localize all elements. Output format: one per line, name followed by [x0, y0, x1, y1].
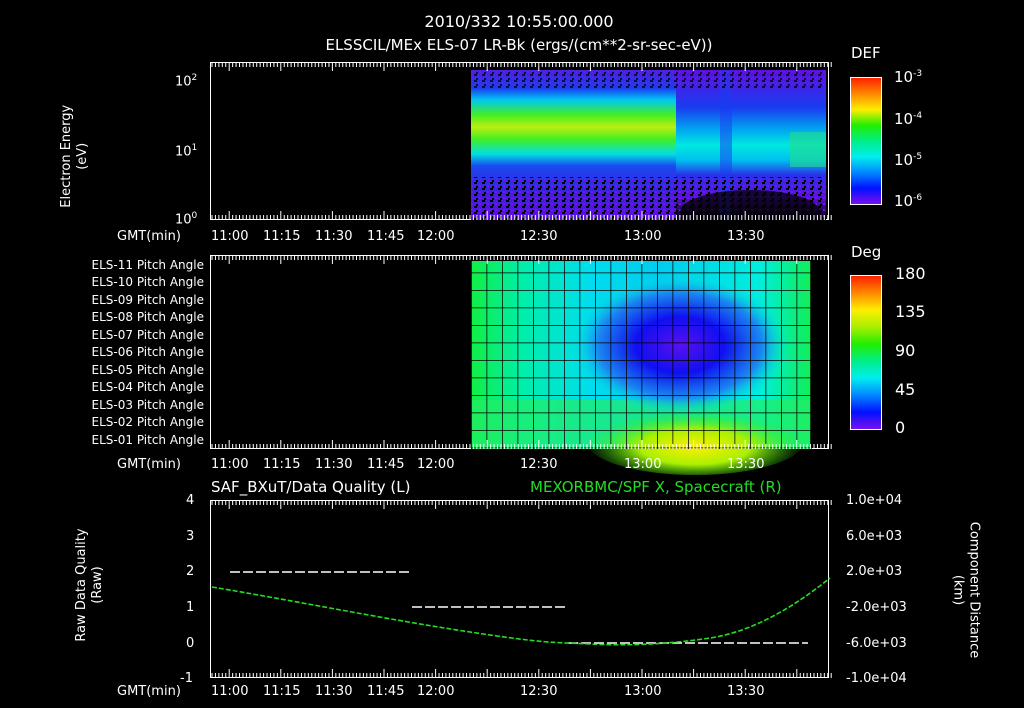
spacecraft-x-line [211, 577, 831, 646]
def-colorbar [850, 77, 882, 205]
dist-ylabel-line1: Component Distance [966, 521, 982, 659]
energy-ylabel-line2: (eV) [75, 142, 90, 170]
pa-label-els11: ELS-11 Pitch Angle [91, 258, 204, 272]
xtick3-1300: 13:00 [624, 684, 662, 699]
xtick2-1200: 12:00 [417, 457, 455, 472]
dist-ytick-1e4: 1.0e+04 [846, 493, 903, 508]
quality-ytick-neg1: -1 [180, 671, 193, 686]
deg-tick-0: 0 [895, 418, 906, 437]
quality-ytick-3: 3 [186, 529, 195, 544]
def-tick-1e-4: 10-4 [894, 110, 923, 128]
pa-label-els04: ELS-04 Pitch Angle [91, 380, 204, 394]
dist-ylabel-right: Component Distance (km) [949, 490, 982, 690]
quality-ytick-0: 0 [186, 636, 195, 651]
xtick2-1145: 11:45 [367, 457, 405, 472]
pa-label-els01: ELS-01 Pitch Angle [91, 433, 204, 447]
energy-ytick-100: 102 [175, 73, 198, 90]
pa-label-els06: ELS-06 Pitch Angle [91, 345, 204, 359]
pitch-angle-plot[interactable] [210, 255, 832, 475]
quality-ytick-1: 1 [186, 600, 195, 615]
energy-spectrogram-plot[interactable] [210, 62, 832, 234]
xtick2-1100: 11:00 [211, 457, 249, 472]
xtick3-1200: 12:00 [417, 684, 455, 699]
xtick3-1100: 11:00 [211, 684, 249, 699]
def-colorbar-title: DEF [851, 44, 881, 62]
xtick2-1130: 11:30 [315, 457, 353, 472]
def-tick-1e-5: 10-5 [894, 151, 923, 169]
xtick2-1300: 13:00 [624, 457, 662, 472]
quality-plot[interactable] [210, 500, 832, 678]
deg-tick-45: 45 [895, 380, 916, 399]
tick-marks [211, 62, 832, 220]
xtick-1100: 11:00 [211, 229, 249, 244]
dist-ytick-6e3: 6.0e+03 [846, 529, 903, 544]
def-tick-1e-3: 10-3 [894, 68, 923, 86]
deg-colorbar [850, 275, 882, 430]
xtick-1145: 11:45 [367, 229, 405, 244]
def-tick-1e-6: 10-6 [894, 192, 923, 210]
pa-label-els03: ELS-03 Pitch Angle [91, 398, 204, 412]
quality-svg [211, 571, 831, 646]
dist-ytick-neg1e4: -1.0e+04 [846, 671, 907, 686]
deg-colorbar-title: Deg [851, 243, 882, 261]
quality-ylabel-left-line1: Raw Data Quality [73, 528, 89, 642]
energy-ytick-1: 100 [175, 211, 198, 228]
xtick-1300: 13:00 [624, 229, 662, 244]
xtick-1115: 11:15 [263, 229, 301, 244]
energy-ylabel-line1: Electron Energy [58, 104, 74, 208]
pitch-xaxis-label: GMT(min) [117, 457, 181, 472]
dist-ylabel-line2: (km) [950, 574, 965, 606]
pa-label-els10: ELS-10 Pitch Angle [91, 275, 204, 289]
xtick3-1145: 11:45 [367, 684, 405, 699]
quality-ytick-2: 2 [186, 564, 195, 579]
quality-xaxis-label: GMT(min) [117, 684, 181, 699]
xtick2-1230: 12:30 [520, 457, 558, 472]
xtick3-1130: 11:30 [315, 684, 353, 699]
deg-tick-135: 135 [895, 302, 926, 321]
tick-marks [211, 500, 832, 678]
pitch-angle-svg [471, 261, 812, 475]
quality-ylabel-left: Raw Data Quality (Raw) [74, 485, 107, 685]
pa-label-els07: ELS-07 Pitch Angle [91, 328, 204, 342]
pa-label-els05: ELS-05 Pitch Angle [91, 363, 204, 377]
quality-title-right: MEXORBMC/SPF X, Spacecraft (R) [530, 478, 782, 496]
tick-marks [211, 255, 832, 449]
xtick-1130: 11:30 [315, 229, 353, 244]
pa-label-els09: ELS-09 Pitch Angle [91, 293, 204, 307]
energy-ylabel: Electron Energy (eV) [59, 81, 92, 231]
pa-label-els02: ELS-02 Pitch Angle [91, 415, 204, 429]
pa-label-els08: ELS-08 Pitch Angle [91, 310, 204, 324]
plot-timestamp: 2010/332 10:55:00.000 [424, 12, 614, 31]
xtick3-1230: 12:30 [520, 684, 558, 699]
quality-title-left: SAF_BXuT/Data Quality (L) [211, 478, 411, 496]
xtick3-1330: 13:30 [727, 684, 765, 699]
xtick-1330: 13:30 [727, 229, 765, 244]
energy-ytick-10: 101 [175, 143, 198, 160]
quality-ylabel-left-line2: (Raw) [90, 566, 105, 604]
dist-ytick-neg2e3: -2.0e+03 [846, 600, 907, 615]
quality-ytick-4: 4 [186, 493, 195, 508]
xtick2-1330: 13:30 [727, 457, 765, 472]
xtick-1200: 12:00 [417, 229, 455, 244]
xtick2-1115: 11:15 [263, 457, 301, 472]
energy-spectrogram-svg [471, 70, 826, 234]
dist-ytick-neg6e3: -6.0e+03 [846, 636, 907, 651]
dist-ytick-2e3: 2.0e+03 [846, 564, 903, 579]
deg-tick-90: 90 [895, 341, 916, 360]
xtick-1230: 12:30 [520, 229, 558, 244]
xtick3-1115: 11:15 [263, 684, 301, 699]
plot-subtitle: ELSSCIL/MEx ELS-07 LR-Bk (ergs/(cm**2-sr… [325, 36, 713, 54]
energy-xaxis-label: GMT(min) [117, 229, 181, 244]
deg-tick-180: 180 [895, 264, 926, 283]
